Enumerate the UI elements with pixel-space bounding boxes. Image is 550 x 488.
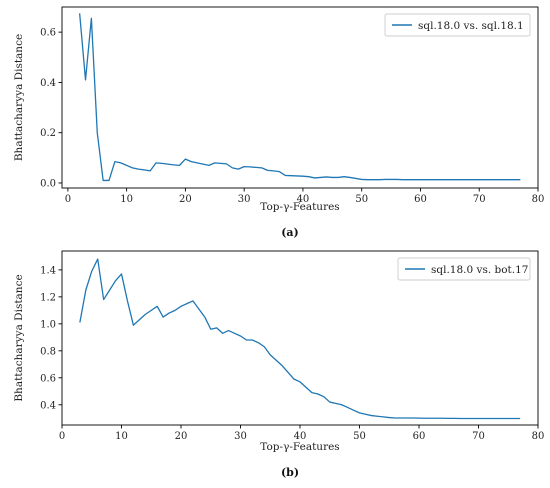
x-tick-label: 60 (414, 194, 427, 205)
x-tick-label: 80 (532, 431, 545, 442)
x-tick-label: 30 (234, 431, 247, 442)
figure-caption: (a) (281, 226, 299, 239)
y-tick-label: 0.4 (40, 400, 56, 411)
series-line (78, 13, 521, 182)
legend-box (384, 13, 531, 37)
x-tick-label: 0 (65, 194, 71, 205)
x-tick-label: 50 (355, 194, 368, 205)
legend-box (397, 257, 531, 281)
x-tick-label: 10 (115, 431, 128, 442)
x-tick-label: 50 (353, 431, 366, 442)
x-tick-label: 40 (297, 194, 310, 205)
plot-frame (61, 6, 539, 189)
legend-label: sql.18.0 vs. sql.18.1 (418, 20, 524, 32)
y-tick-label: 0.2 (40, 128, 56, 139)
figure-caption: (b) (281, 466, 299, 479)
x-tick-label: 20 (179, 194, 192, 205)
chart-a: 0 10 20 30 40 50 60 70 80 0.0 0.2 0.4 0.6 Top-γ-Featu… (13, 6, 545, 239)
x-tick-label: 40 (294, 431, 307, 442)
y-axis-label: Bhattacharyya Distance (13, 34, 25, 161)
x-tick-label: 20 (175, 431, 188, 442)
x-axis-label: Top-γ-Features (260, 201, 339, 213)
legend-label: sql.18.0 vs. bot.17 (431, 264, 528, 276)
x-axis-label: Top-γ-Features (260, 441, 339, 453)
y-tick-label: 0.4 (40, 78, 56, 89)
y-axis-label: Bhattacharyya Distance (13, 274, 25, 401)
x-tick-label: 70 (472, 431, 485, 442)
y-tick-label: 1.2 (40, 292, 56, 303)
y-tick-label: 0.6 (40, 28, 56, 39)
x-tick-label: 0 (59, 431, 65, 442)
x-tick-label: 70 (473, 194, 486, 205)
x-tick-label: 10 (120, 194, 133, 205)
x-tick-label: 60 (413, 431, 426, 442)
series-line (79, 258, 521, 420)
y-tick-label: 1.4 (40, 265, 56, 276)
y-tick-label: 0.0 (40, 178, 56, 189)
y-tick-label: 0.6 (40, 373, 56, 384)
x-tick-label: 30 (238, 194, 251, 205)
x-tick-label: 80 (532, 194, 545, 205)
y-tick-label: 1.0 (40, 319, 56, 330)
chart-b: 0 10 20 30 40 50 60 70 80 0.4 0.6 0.8 1.0 1.2 1.4 Top-γ… (13, 250, 545, 479)
y-tick-label: 0.8 (40, 346, 56, 357)
